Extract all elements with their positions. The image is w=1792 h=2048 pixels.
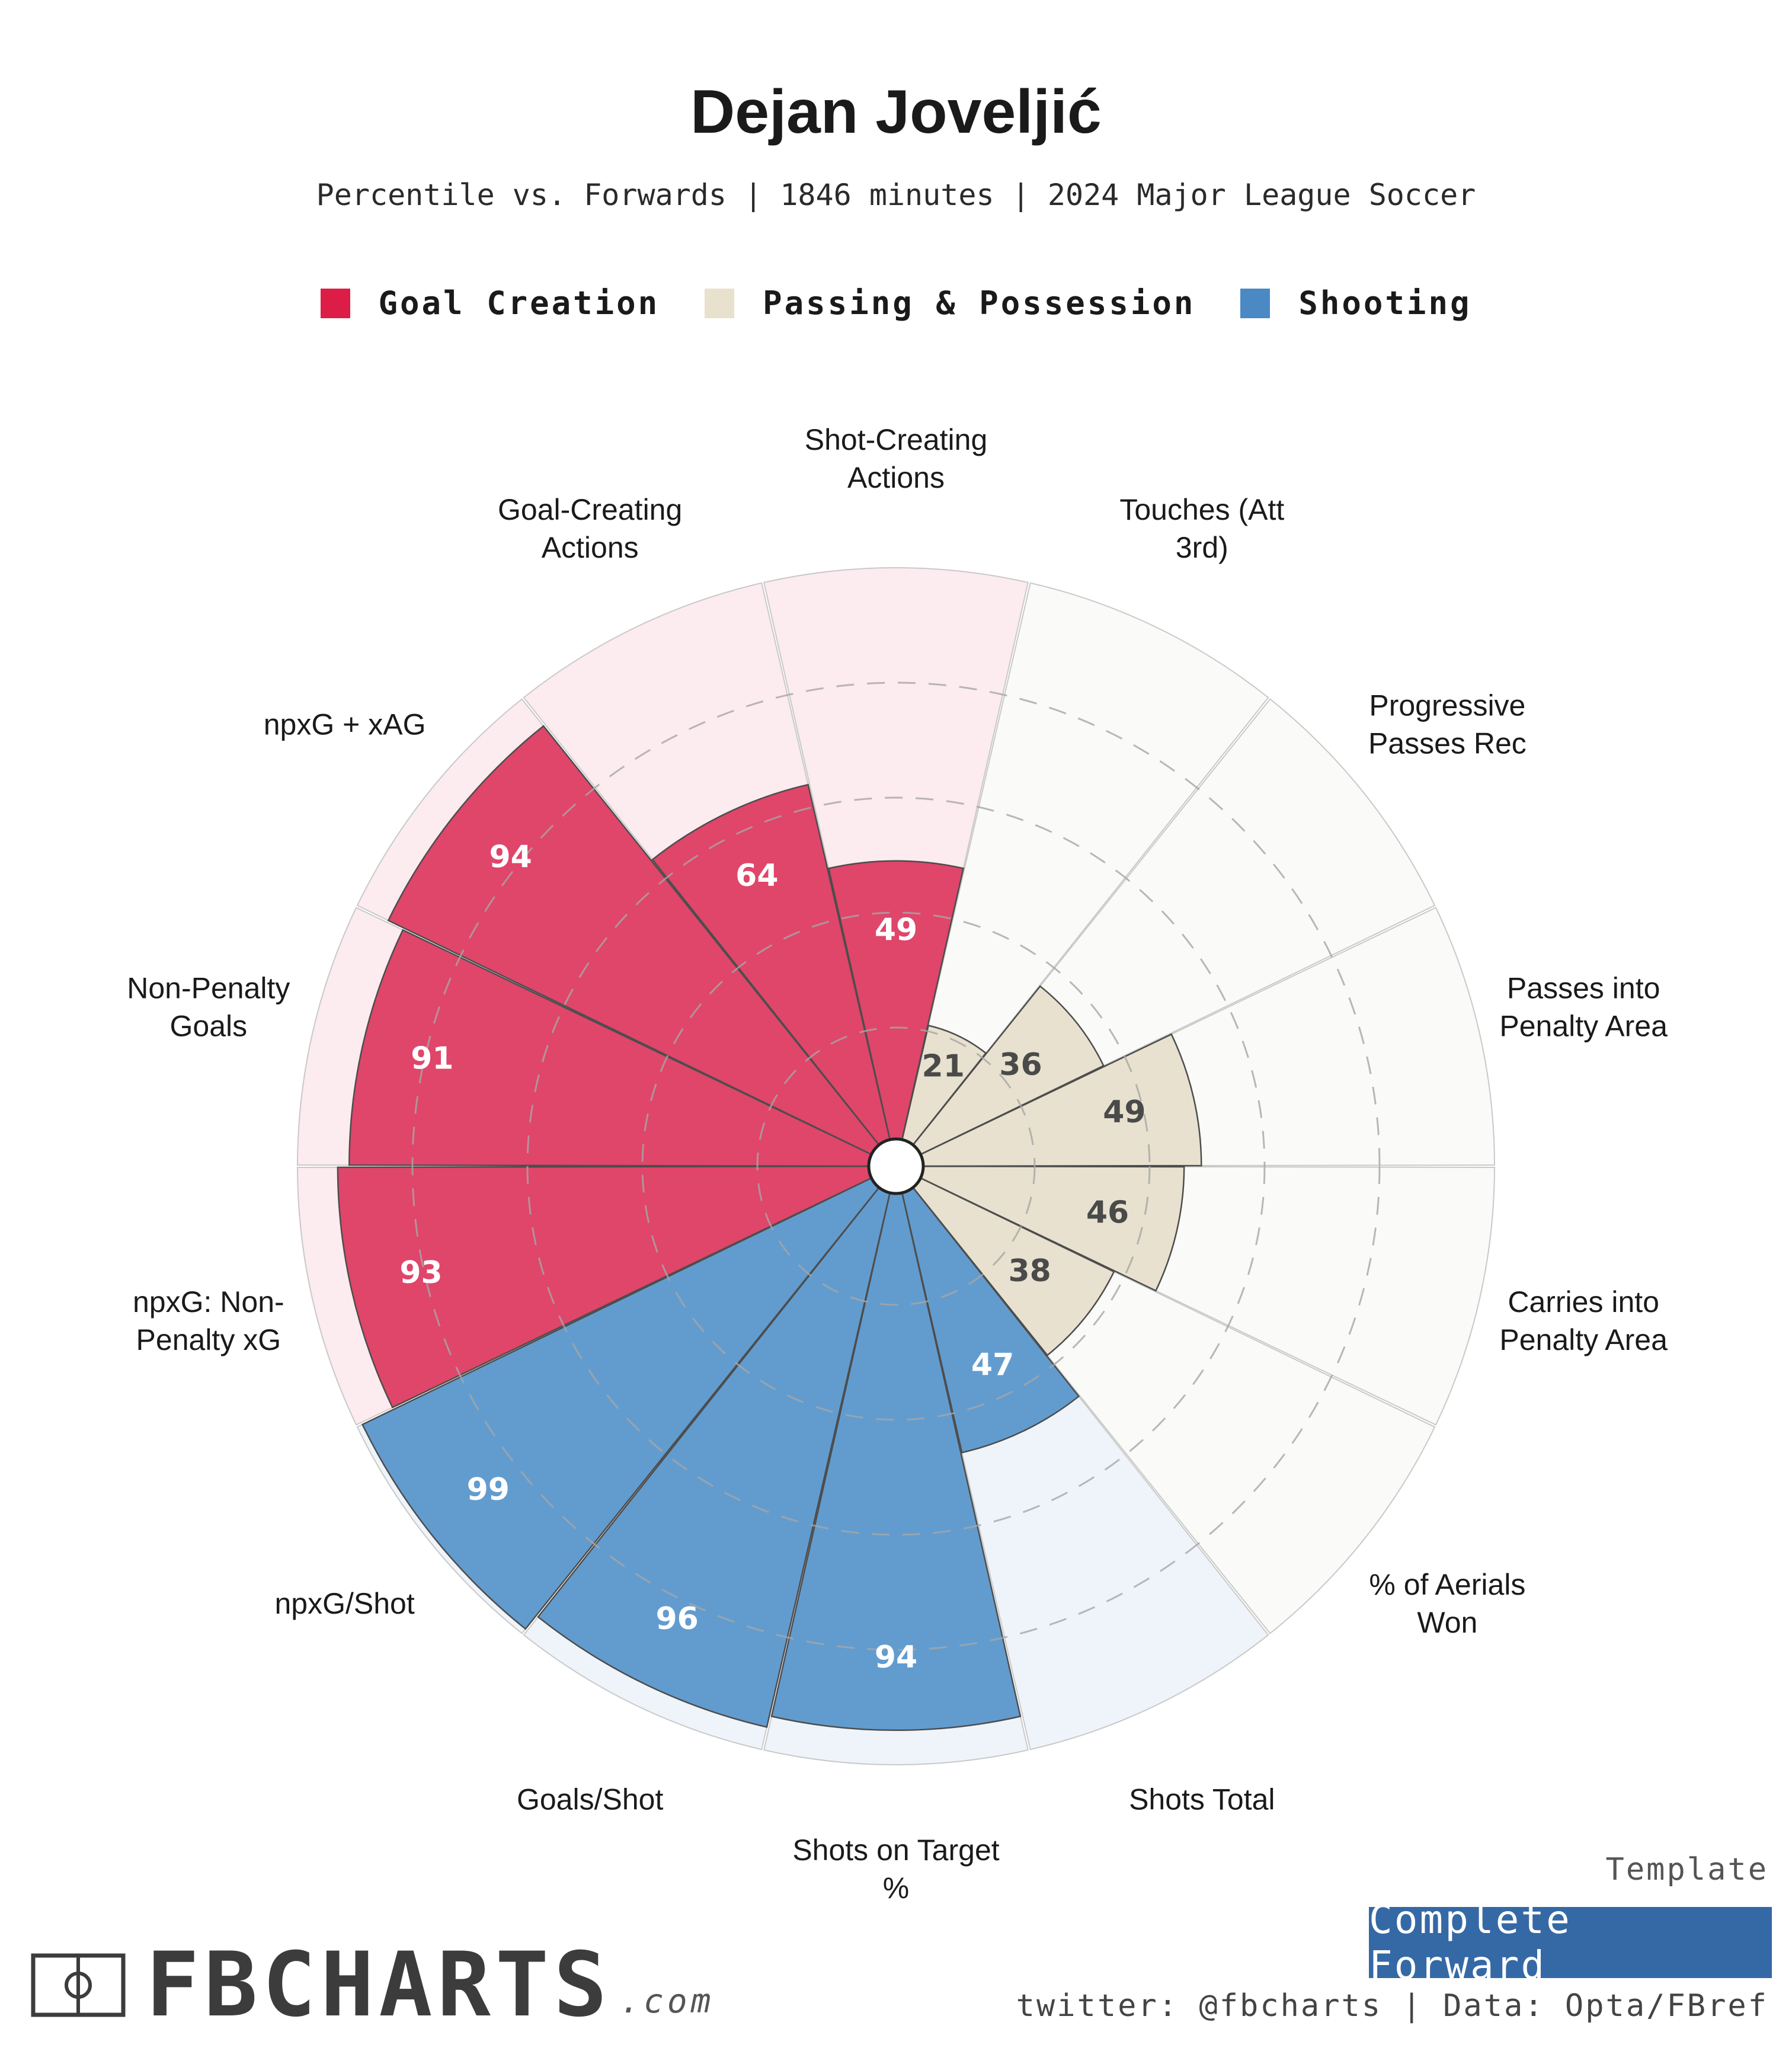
value-label: 38: [1008, 1253, 1051, 1289]
credits-text: twitter: @fbcharts | Data: Opta/FBref: [1016, 1988, 1768, 2024]
category-label-line: Touches (Att: [1119, 493, 1284, 526]
grid-ring: [641, 911, 1151, 1421]
value-label: 36: [999, 1047, 1042, 1083]
category-label: npxG: Non- Penalty xG: [133, 1285, 284, 1356]
category-label-line: Shot-Creating: [805, 423, 988, 456]
legend: Goal Creation Passing & Possession Shoot…: [0, 284, 1792, 322]
legend-item-shooting: Shooting: [1240, 284, 1471, 322]
page-title: Dejan Joveljić: [690, 78, 1102, 146]
category-label-line: Goals/Shot: [517, 1783, 663, 1816]
category-label: Carries into Penalty Area: [1499, 1285, 1668, 1356]
page-subtitle: Percentile vs. Forwards | 1846 minutes |…: [316, 178, 1476, 212]
category-label: Shot-Creating Actions: [805, 423, 988, 494]
category-label-line: Actions: [542, 531, 639, 564]
category-label-line: Progressive: [1369, 689, 1525, 722]
category-label-line: Penalty xG: [136, 1323, 281, 1356]
category-label-line: Carries into: [1508, 1285, 1659, 1319]
pitch-icon: [31, 1953, 126, 2017]
value-label: 94: [875, 1640, 917, 1675]
center-circle: [867, 1137, 925, 1195]
category-label-line: % of Aerials: [1369, 1568, 1525, 1601]
value-label: 47: [971, 1348, 1014, 1383]
value-label: 93: [399, 1255, 442, 1291]
category-label: Goals/Shot: [517, 1783, 663, 1816]
category-label: % of Aerials Won: [1369, 1568, 1525, 1639]
category-label: npxG/Shot: [274, 1587, 414, 1620]
legend-label: Goal Creation: [378, 284, 660, 322]
logo-text: FBCHARTS: [146, 1934, 612, 2037]
template-caption: Template: [1605, 1852, 1768, 1887]
category-label-line: Goals: [170, 1009, 248, 1042]
category-label: Goal-Creating Actions: [498, 493, 682, 564]
category-label-line: npxG/Shot: [274, 1587, 414, 1620]
category-label-line: npxG + xAG: [264, 708, 426, 741]
category-label-line: Passes Rec: [1368, 727, 1527, 760]
category-label-line: Won: [1417, 1606, 1477, 1639]
grid-ring: [411, 681, 1381, 1651]
grid-ring: [756, 1026, 1036, 1306]
category-label-line: 3rd): [1176, 531, 1228, 564]
legend-label: Shooting: [1298, 284, 1472, 322]
fbcharts-logo: FBCHARTS .com: [31, 1934, 715, 2037]
value-label: 46: [1086, 1195, 1129, 1230]
category-label: Progressive Passes Rec: [1368, 689, 1527, 760]
category-label-line: Actions: [847, 461, 945, 494]
template-badge: Complete Forward: [1369, 1897, 1772, 1988]
category-label: Shots Total: [1129, 1783, 1275, 1816]
legend-label: Passing & Possession: [763, 284, 1196, 322]
value-label: 21: [922, 1048, 965, 1084]
category-label-line: %: [883, 1871, 909, 1905]
category-label-line: Goal-Creating: [498, 493, 682, 526]
category-label: Non-Penalty Goals: [127, 971, 290, 1042]
category-label: Touches (Att 3rd): [1119, 493, 1284, 564]
legend-swatch: [1240, 288, 1271, 318]
legend-swatch: [705, 288, 735, 318]
category-label-line: Non-Penalty: [127, 971, 290, 1004]
value-label: 64: [735, 858, 778, 894]
legend-swatch: [320, 288, 350, 318]
category-label-line: Penalty Area: [1499, 1009, 1668, 1042]
category-label-line: Shots on Target: [792, 1833, 999, 1867]
value-label: 49: [1103, 1095, 1145, 1130]
template-name: Complete Forward: [1369, 1897, 1572, 1988]
category-label-line: npxG: Non-: [133, 1285, 284, 1319]
category-label-line: Passes into: [1507, 971, 1660, 1004]
value-label: 99: [467, 1472, 510, 1508]
logo-suffix: .com: [620, 1982, 715, 2021]
category-label: npxG + xAG: [264, 708, 426, 741]
category-label-line: Shots Total: [1129, 1783, 1275, 1816]
category-label-line: Penalty Area: [1499, 1323, 1668, 1356]
grid-ring: [526, 796, 1266, 1536]
value-label: 94: [489, 839, 532, 875]
legend-item-goal-creation: Goal Creation: [320, 284, 660, 322]
category-label: Shots on Target%: [792, 1833, 999, 1905]
value-label: 49: [875, 913, 917, 948]
value-label: 91: [411, 1041, 453, 1076]
legend-item-passing-possession: Passing & Possession: [705, 284, 1195, 322]
value-label: 96: [655, 1601, 698, 1637]
category-label: Passes into Penalty Area: [1499, 971, 1668, 1042]
